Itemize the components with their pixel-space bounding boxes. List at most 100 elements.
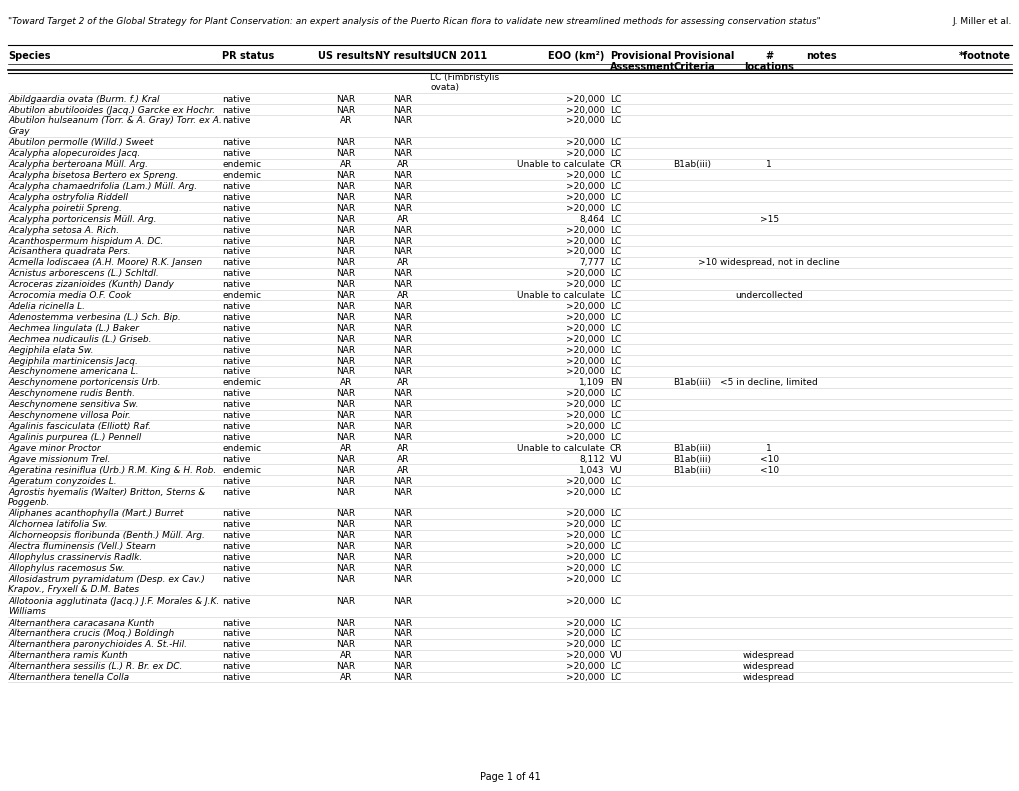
Text: native: native (222, 116, 251, 126)
Text: Aeschynomene portoricensis Urb.: Aeschynomene portoricensis Urb. (8, 378, 161, 388)
Text: native: native (222, 259, 251, 267)
Text: >20,000: >20,000 (566, 95, 604, 104)
Text: >20,000: >20,000 (566, 400, 604, 409)
Text: native: native (222, 335, 251, 344)
Text: native: native (222, 477, 251, 486)
Text: Acalypha berteroana Müll. Arg.: Acalypha berteroana Müll. Arg. (8, 160, 148, 169)
Text: >20,000: >20,000 (566, 542, 604, 551)
Text: LC: LC (609, 630, 621, 638)
Text: LC: LC (609, 411, 621, 420)
Text: >20,000: >20,000 (566, 673, 604, 682)
Text: LC: LC (609, 596, 621, 606)
Text: LC: LC (609, 575, 621, 584)
Text: NAR: NAR (393, 149, 412, 158)
Text: Aegiphila martinicensis Jacq.: Aegiphila martinicensis Jacq. (8, 357, 138, 365)
Text: >20,000: >20,000 (566, 368, 604, 377)
Text: <5 in decline, limited: <5 in decline, limited (719, 378, 817, 388)
Text: Page 1 of 41: Page 1 of 41 (479, 771, 540, 782)
Text: native: native (222, 149, 251, 158)
Text: Unable to calculate: Unable to calculate (517, 160, 604, 169)
Text: B1ab(iii): B1ab(iii) (673, 466, 710, 475)
Text: LC: LC (609, 193, 621, 202)
Text: NAR: NAR (336, 487, 355, 497)
Text: Aegiphila elata Sw.: Aegiphila elata Sw. (8, 346, 94, 354)
Text: NY results: NY results (374, 51, 431, 62)
Text: NAR: NAR (336, 95, 355, 104)
Text: >20,000: >20,000 (566, 204, 604, 213)
Text: NAR: NAR (393, 95, 412, 104)
Text: NAR: NAR (336, 411, 355, 420)
Text: native: native (222, 422, 251, 431)
Text: Assessment: Assessment (609, 62, 675, 72)
Text: Alternanthera ramis Kunth: Alternanthera ramis Kunth (8, 651, 127, 660)
Text: NAR: NAR (393, 662, 412, 672)
Text: NAR: NAR (336, 149, 355, 158)
Text: native: native (222, 225, 251, 235)
Text: 8,464: 8,464 (579, 214, 604, 224)
Text: LC: LC (609, 214, 621, 224)
Text: NAR: NAR (393, 225, 412, 235)
Text: NAR: NAR (393, 532, 412, 540)
Text: NAR: NAR (393, 433, 412, 442)
Text: NAR: NAR (336, 182, 355, 191)
Text: Alternanthera paronychioides A. St.-Hil.: Alternanthera paronychioides A. St.-Hil. (8, 641, 186, 649)
Text: AR: AR (396, 160, 409, 169)
Text: NAR: NAR (336, 368, 355, 377)
Text: LC: LC (609, 95, 621, 104)
Text: NAR: NAR (336, 248, 355, 256)
Text: >20,000: >20,000 (566, 553, 604, 562)
Text: native: native (222, 411, 251, 420)
Text: native: native (222, 105, 251, 115)
Text: NAR: NAR (393, 335, 412, 344)
Text: NAR: NAR (393, 193, 412, 202)
Text: AR: AR (339, 160, 352, 169)
Text: LC: LC (609, 280, 621, 290)
Text: NAR: NAR (336, 138, 355, 147)
Text: NAR: NAR (336, 105, 355, 115)
Text: Abildgaardia ovata (Burm. f.) Kral: Abildgaardia ovata (Burm. f.) Kral (8, 95, 160, 104)
Text: >20,000: >20,000 (566, 564, 604, 573)
Text: Acalypha chamaedrifolia (Lam.) Müll. Arg.: Acalypha chamaedrifolia (Lam.) Müll. Arg… (8, 182, 197, 191)
Text: Acanthospermum hispidum A. DC.: Acanthospermum hispidum A. DC. (8, 237, 163, 245)
Text: AR: AR (396, 378, 409, 388)
Text: native: native (222, 509, 251, 518)
Text: native: native (222, 400, 251, 409)
Text: Aeschynomene rudis Benth.: Aeschynomene rudis Benth. (8, 389, 136, 399)
Text: native: native (222, 455, 251, 464)
Text: Alchornea latifolia Sw.: Alchornea latifolia Sw. (8, 520, 108, 529)
Text: NAR: NAR (393, 346, 412, 354)
Text: endemic: endemic (222, 171, 261, 180)
Text: Abutilon abutilooides (Jacq.) Garcke ex Hochr.: Abutilon abutilooides (Jacq.) Garcke ex … (8, 105, 215, 115)
Text: IUCN 2011: IUCN 2011 (430, 51, 487, 62)
Text: LC: LC (609, 400, 621, 409)
Text: EOO (km²): EOO (km²) (548, 51, 604, 62)
Text: <10: <10 (759, 455, 777, 464)
Text: NAR: NAR (336, 433, 355, 442)
Text: Aechmea lingulata (L.) Baker: Aechmea lingulata (L.) Baker (8, 324, 139, 333)
Text: AR: AR (396, 214, 409, 224)
Text: native: native (222, 204, 251, 213)
Text: >20,000: >20,000 (566, 357, 604, 365)
Text: LC: LC (609, 662, 621, 672)
Text: NAR: NAR (336, 575, 355, 584)
Text: Acalypha alopecuroides Jacq.: Acalypha alopecuroides Jacq. (8, 149, 141, 158)
Text: Acalypha poiretii Spreng.: Acalypha poiretii Spreng. (8, 204, 122, 213)
Text: *footnote: *footnote (958, 51, 1010, 62)
Text: >20,000: >20,000 (566, 596, 604, 606)
Text: >20,000: >20,000 (566, 138, 604, 147)
Text: native: native (222, 630, 251, 638)
Text: NAR: NAR (393, 542, 412, 551)
Text: native: native (222, 280, 251, 290)
Text: LC: LC (609, 248, 621, 256)
Text: NAR: NAR (393, 400, 412, 409)
Text: LC: LC (609, 487, 621, 497)
Text: NAR: NAR (336, 204, 355, 213)
Text: NAR: NAR (393, 641, 412, 649)
Text: LC: LC (609, 346, 621, 354)
Text: NAR: NAR (393, 248, 412, 256)
Text: Adelia ricinella L.: Adelia ricinella L. (8, 302, 85, 311)
Text: native: native (222, 619, 251, 627)
Text: LC: LC (609, 433, 621, 442)
Text: LC: LC (609, 477, 621, 486)
Text: NAR: NAR (393, 477, 412, 486)
